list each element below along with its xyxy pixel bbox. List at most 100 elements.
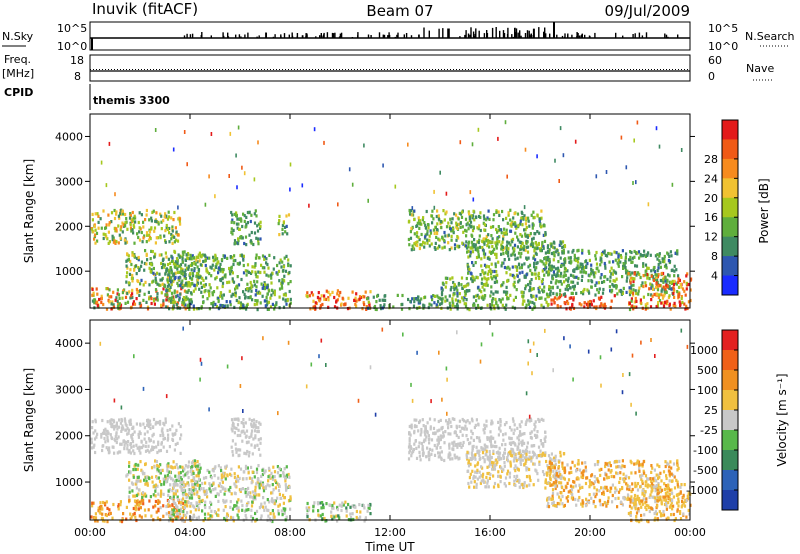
echo-cell bbox=[173, 210, 176, 215]
echo-cell bbox=[555, 293, 558, 297]
echo-cell bbox=[468, 267, 471, 272]
echo-cell bbox=[319, 501, 322, 505]
echo-cell bbox=[458, 424, 461, 429]
echo-cell bbox=[630, 290, 633, 294]
echo-cell bbox=[473, 278, 476, 282]
echo-cell bbox=[563, 292, 566, 296]
echo-cell bbox=[255, 285, 258, 289]
echo-cell bbox=[234, 442, 237, 446]
echo-cell bbox=[250, 434, 253, 438]
echo-cell bbox=[108, 223, 111, 227]
echo-cell bbox=[148, 450, 151, 454]
echo-cell bbox=[529, 431, 532, 435]
echo-cell bbox=[197, 255, 200, 259]
echo-cell bbox=[489, 240, 492, 244]
echo-cell bbox=[252, 242, 255, 247]
echo-cell bbox=[525, 256, 528, 260]
echo-cell bbox=[170, 291, 174, 295]
echo-cell bbox=[242, 424, 245, 429]
echo-cell bbox=[214, 487, 217, 491]
echo-cell bbox=[111, 424, 114, 429]
echo-cell bbox=[134, 508, 137, 512]
echo-cell bbox=[624, 255, 627, 259]
echo-cell bbox=[368, 506, 371, 510]
echo-cell bbox=[441, 281, 444, 285]
echo-cell bbox=[493, 481, 497, 486]
echo-cell bbox=[495, 279, 498, 283]
echo-cell bbox=[559, 256, 562, 260]
echo-cell bbox=[172, 492, 175, 496]
echo-cell bbox=[189, 469, 192, 473]
echo-cell bbox=[201, 253, 204, 257]
echo-cell bbox=[159, 433, 162, 438]
echo-cell bbox=[253, 429, 257, 433]
echo-cell bbox=[657, 266, 660, 270]
echo-cell bbox=[629, 278, 632, 282]
echo-cell bbox=[677, 294, 680, 298]
echo-cell bbox=[337, 202, 339, 207]
echo-cell bbox=[141, 495, 144, 500]
echo-cell bbox=[259, 220, 262, 224]
echo-cell bbox=[420, 243, 424, 247]
echo-cell bbox=[609, 275, 612, 279]
echo-cell bbox=[594, 283, 597, 287]
echo-cell bbox=[601, 291, 605, 295]
echo-cell bbox=[98, 510, 101, 514]
echo-cell bbox=[580, 303, 583, 307]
echo-cell bbox=[585, 259, 588, 263]
echo-cell bbox=[509, 243, 512, 247]
echo-cell bbox=[490, 419, 493, 423]
echo-cell bbox=[428, 417, 432, 421]
echo-cell bbox=[160, 227, 163, 231]
echo-cell bbox=[254, 209, 257, 213]
echo-cell bbox=[91, 504, 94, 508]
echo-cell bbox=[462, 419, 466, 423]
echo-cell bbox=[214, 277, 217, 281]
echo-cell bbox=[133, 494, 136, 498]
echo-cell bbox=[107, 230, 110, 234]
echo-cell bbox=[239, 489, 242, 493]
echo-cell bbox=[633, 249, 636, 254]
echo-cell bbox=[176, 495, 179, 499]
echo-cell bbox=[496, 237, 499, 241]
echo-cell bbox=[158, 272, 161, 276]
echo-cell bbox=[531, 444, 534, 448]
echo-cell bbox=[359, 510, 362, 514]
echo-cell bbox=[245, 434, 248, 438]
echo-cell bbox=[515, 226, 518, 230]
echo-cell bbox=[179, 270, 182, 274]
echo-cell bbox=[164, 251, 167, 255]
echo-cell bbox=[540, 280, 543, 284]
echo-cell bbox=[269, 296, 272, 300]
echo-cell bbox=[276, 482, 279, 486]
echo-cell bbox=[521, 290, 524, 295]
echo-cell bbox=[198, 251, 201, 255]
echo-cell bbox=[473, 238, 476, 242]
echo-cell bbox=[336, 298, 339, 302]
echo-cell bbox=[175, 295, 178, 299]
echo-cell bbox=[171, 512, 174, 516]
echo-cell bbox=[183, 504, 186, 508]
echo-cell bbox=[235, 426, 238, 431]
echo-cell bbox=[484, 445, 487, 449]
echo-cell bbox=[482, 428, 485, 432]
echo-cell bbox=[224, 487, 227, 491]
echo-cell bbox=[499, 418, 502, 422]
echo-cell bbox=[644, 263, 648, 267]
echo-cell bbox=[135, 486, 138, 490]
echo-cell bbox=[534, 232, 537, 236]
echo-cell bbox=[564, 287, 567, 291]
echo-cell bbox=[152, 432, 155, 436]
echo-cell bbox=[495, 445, 498, 449]
echo-cell bbox=[130, 515, 133, 519]
echo-cell bbox=[463, 295, 466, 300]
echo-cell bbox=[126, 227, 129, 231]
echo-cell bbox=[655, 282, 658, 286]
echo-cell bbox=[505, 216, 508, 220]
echo-cell bbox=[384, 294, 387, 298]
echo-cell bbox=[224, 500, 227, 504]
echo-cell bbox=[566, 269, 569, 273]
echo-cell bbox=[202, 487, 205, 491]
echo-cell bbox=[479, 211, 482, 215]
echo-cell bbox=[481, 270, 484, 274]
